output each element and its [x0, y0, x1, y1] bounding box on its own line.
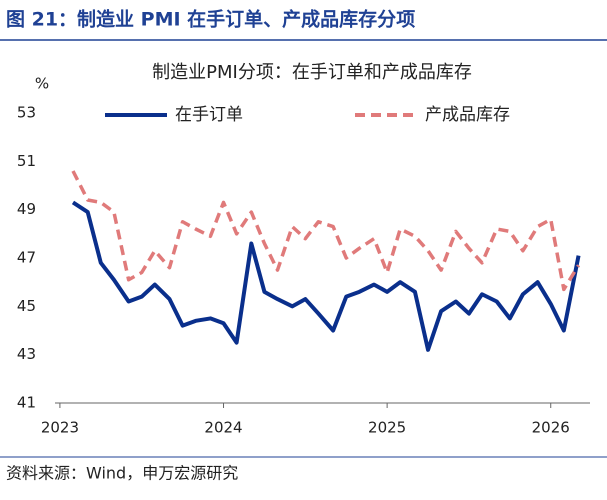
series-line [71, 200, 581, 352]
chart-title: 制造业PMI分项：在手订单和产成品库存 [152, 62, 472, 83]
legend-label: 产成品库存 [425, 105, 510, 125]
x-tick-label: 2025 [368, 419, 406, 437]
y-tick-label: 41 [17, 394, 36, 412]
x-tick-label: 2026 [532, 419, 570, 437]
source: 资料来源：Wind，申万宏源研究 [6, 464, 238, 483]
y-tick-label: 43 [17, 345, 36, 363]
y-tick-label: 53 [17, 104, 36, 122]
y-tick-label: 51 [17, 152, 36, 170]
y-tick-label: 47 [17, 249, 36, 267]
x-tick-label: 2023 [41, 419, 79, 437]
y-unit: % [35, 75, 49, 93]
header-title: 图 21：制造业 PMI 在手订单、产成品库存分项 [6, 8, 415, 31]
x-tick-label: 2024 [204, 419, 242, 437]
y-tick-label: 49 [17, 200, 36, 218]
legend-label: 在手订单 [175, 105, 243, 125]
y-tick-label: 45 [17, 297, 36, 315]
series-line [71, 170, 581, 292]
